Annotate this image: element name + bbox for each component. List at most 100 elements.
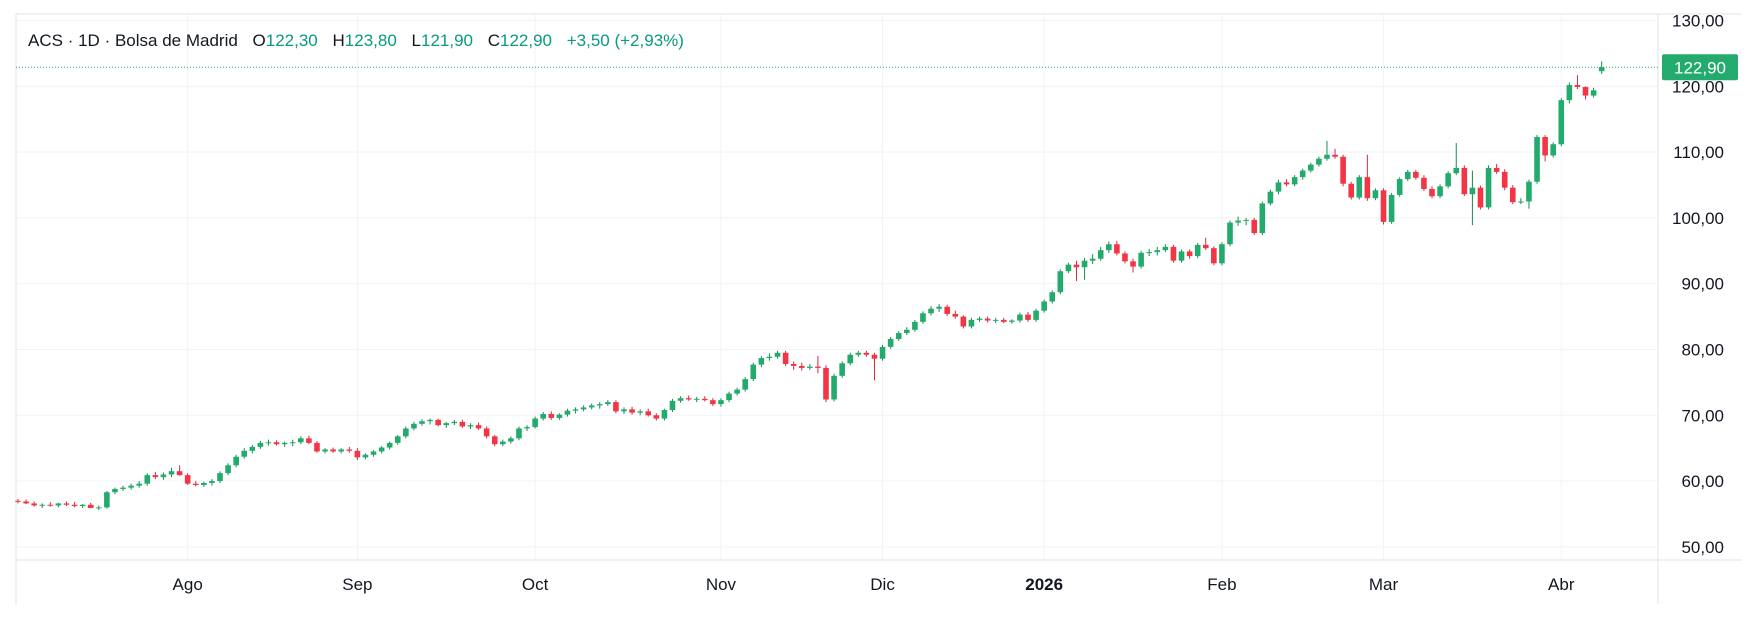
candle-body: [1283, 182, 1290, 185]
candle-body: [1485, 167, 1492, 208]
candle-body: [419, 421, 425, 424]
price-axis[interactable]: 50,00 60,00 70,00 80,00 90,00 100,00 110,00 120…: [1672, 12, 1724, 557]
candle: [39, 503, 46, 509]
candle: [192, 481, 199, 487]
candle: [1106, 241, 1112, 253]
candle-body: [55, 503, 62, 506]
candle-body: [984, 318, 991, 321]
candle: [1267, 189, 1274, 206]
time-tick-label: Ago: [173, 575, 203, 594]
candle: [524, 425, 530, 432]
candle: [1219, 242, 1225, 266]
candle: [645, 408, 652, 417]
candle: [839, 361, 845, 378]
candle: [774, 350, 781, 359]
candle-body: [556, 414, 563, 418]
candle-body: [491, 436, 498, 445]
candle: [580, 405, 587, 412]
candle-body: [637, 411, 643, 413]
candle-body: [47, 504, 54, 506]
candle-body: [718, 400, 724, 405]
candle: [152, 471, 159, 480]
candle: [1348, 181, 1354, 200]
time-axis[interactable]: Ago Sep Oct Nov Dic 2026 Feb Mar Abr: [173, 575, 1575, 594]
candle-body: [1106, 244, 1112, 251]
candle: [265, 439, 272, 446]
candle: [386, 441, 393, 450]
candle: [718, 398, 724, 407]
last-price-box: [1662, 54, 1738, 81]
candle: [104, 490, 110, 509]
candle-body: [863, 352, 870, 355]
candle-body: [1267, 191, 1274, 204]
candle: [176, 465, 183, 476]
candle-body: [1073, 264, 1080, 268]
candle-body: [1590, 90, 1597, 96]
candle: [120, 485, 126, 491]
candle: [63, 501, 70, 507]
candle-body: [952, 313, 959, 317]
candle: [1000, 317, 1007, 324]
change-value: +3,50 (+2,93%): [567, 31, 684, 50]
candle: [1518, 198, 1524, 205]
candle-body: [580, 407, 587, 410]
time-tick-label: Nov: [706, 575, 737, 594]
candle-body: [1097, 250, 1104, 259]
candle-body: [144, 475, 151, 484]
candle: [330, 447, 336, 453]
candle: [976, 316, 983, 322]
candle-body: [532, 418, 538, 428]
candle: [1469, 170, 1476, 226]
candle: [1590, 87, 1597, 98]
time-tick-label: Sep: [342, 575, 372, 594]
candle: [1170, 244, 1177, 263]
candle: [370, 450, 377, 457]
candle: [1429, 186, 1435, 199]
candle: [1138, 250, 1144, 269]
candle: [968, 317, 975, 329]
candle: [871, 352, 878, 381]
candle-body: [524, 427, 530, 429]
candle-body: [346, 449, 353, 451]
candle: [532, 416, 538, 429]
candle: [831, 373, 837, 402]
candle: [209, 479, 215, 486]
candle-body: [596, 404, 603, 406]
candle-body: [1429, 188, 1435, 197]
candle: [702, 396, 708, 402]
candle-body: [192, 483, 199, 486]
price-tick-label: 80,00: [1681, 340, 1724, 359]
candle-body: [96, 507, 102, 509]
candle-body: [1356, 177, 1363, 198]
candle-body: [1396, 179, 1403, 195]
last-price-value: 122,90: [1674, 58, 1726, 77]
candle-body: [1202, 244, 1209, 249]
candle-body: [1453, 167, 1460, 174]
candle-body: [1510, 187, 1516, 203]
candle-body: [1469, 187, 1476, 195]
candle-body: [677, 398, 684, 401]
candle-body: [1291, 177, 1298, 185]
candle: [419, 419, 425, 426]
candle-body: [815, 366, 821, 368]
candle-body: [1388, 194, 1395, 222]
candle-body: [758, 358, 765, 365]
candle: [766, 353, 773, 361]
candle: [136, 481, 142, 488]
candle: [1324, 140, 1330, 161]
candle-body: [588, 405, 595, 408]
candle-body: [1057, 271, 1064, 293]
candle: [750, 362, 757, 382]
candle-body: [1582, 87, 1589, 96]
candle-body: [1437, 186, 1443, 197]
candle: [411, 421, 417, 431]
candle-body: [354, 450, 361, 458]
candle-body: [435, 419, 441, 426]
candle-body: [871, 354, 878, 359]
candle-body: [1017, 314, 1023, 321]
high-label: H: [333, 31, 345, 50]
close-label: C: [488, 31, 500, 50]
candle-body: [548, 413, 555, 418]
